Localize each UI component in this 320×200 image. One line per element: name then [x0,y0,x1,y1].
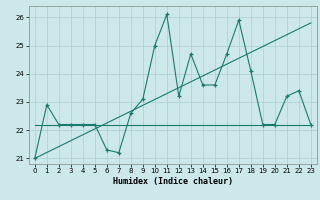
X-axis label: Humidex (Indice chaleur): Humidex (Indice chaleur) [113,177,233,186]
